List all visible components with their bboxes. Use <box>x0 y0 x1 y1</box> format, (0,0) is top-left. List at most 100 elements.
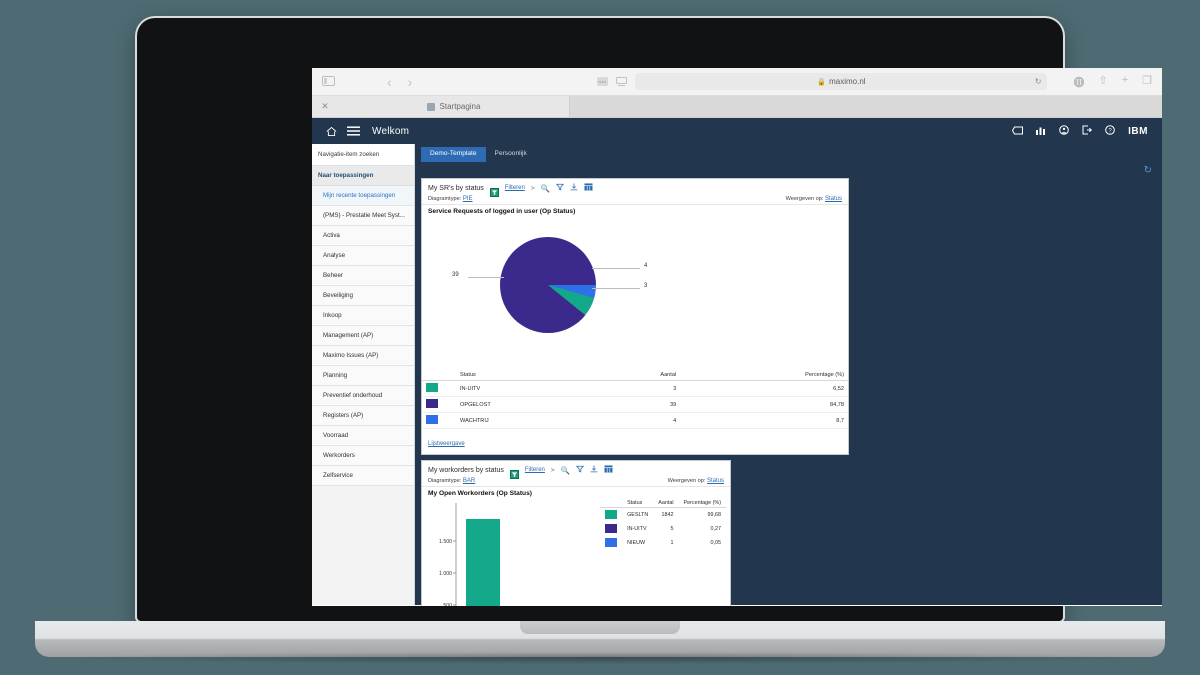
pie-slices <box>500 237 596 333</box>
sidebar-item-beveiliging[interactable]: Beveiliging <box>312 286 414 306</box>
display-by-value[interactable]: Status <box>824 196 842 202</box>
dashboard-tabstrip: Demo-Template Persoonlijk <box>415 144 1162 162</box>
table-view-icon[interactable] <box>584 183 593 193</box>
filter-link[interactable]: Filteren <box>524 467 545 473</box>
diagram-type-label: Diagramtype: <box>428 478 462 484</box>
table-row: IN-UITV 5 0,27 <box>600 522 726 536</box>
forward-arrow-icon[interactable]: › <box>407 73 413 90</box>
refresh-icon[interactable]: ↻ <box>1143 164 1152 176</box>
sidebar-item-pms[interactable]: (PMS) - Prestatie Meet Syst... <box>312 206 414 226</box>
legend-percentage: 99,68 <box>707 512 722 518</box>
panel-title: My workorders by status <box>428 466 504 474</box>
svg-text:1.500: 1.500 <box>439 539 452 545</box>
reload-icon[interactable]: ↻ <box>1034 77 1042 86</box>
browser-tab[interactable]: Startpagina <box>338 96 570 117</box>
download-icon[interactable] <box>590 465 598 475</box>
sidebar-item-zelfservice[interactable]: Zelfservice <box>312 466 414 486</box>
browser-tab-label: Startpagina <box>439 102 481 111</box>
filter-icon[interactable] <box>489 184 499 197</box>
diagram-type-value[interactable]: PIE <box>462 196 473 202</box>
help-icon[interactable]: ? <box>1105 122 1115 140</box>
filter-link[interactable]: Filteren <box>504 185 525 191</box>
tab-demo-template[interactable]: Demo-Template <box>421 147 486 162</box>
display-by-group: Weergeven op: Status <box>668 478 724 484</box>
legend-percentage: 6,52 <box>680 380 848 397</box>
download-icon[interactable] <box>570 183 578 193</box>
legend-percentage: 8,7 <box>680 412 848 429</box>
sidebar-item-analyse[interactable]: Analyse <box>312 246 414 266</box>
display-by-label: Weergeven op: <box>667 478 706 484</box>
address-bar[interactable]: 🔒 maximo.nl ↻ <box>635 73 1048 90</box>
sidebar-item-management[interactable]: Management (AP) <box>312 326 414 346</box>
sign-out-icon[interactable] <box>1082 122 1093 140</box>
sidebar-item-recent[interactable]: Mijn recente toepassingen <box>312 186 414 206</box>
diagram-type-value[interactable]: BAR <box>462 478 476 484</box>
share-icon[interactable]: ⇧ <box>1098 74 1108 87</box>
legend-swatch-cell <box>600 508 622 523</box>
svg-text:500: 500 <box>443 603 452 606</box>
laptop-shadow <box>55 652 1145 664</box>
display-by-value[interactable]: Status <box>706 478 724 484</box>
tab-persoonlijk[interactable]: Persoonlijk <box>494 150 527 158</box>
sidebar-item-planning[interactable]: Planning <box>312 366 414 386</box>
table-row: WACHTRIJ 4 8,7 <box>422 412 848 429</box>
legend-col-status: Status <box>622 499 654 508</box>
legend-swatch-cell <box>422 380 456 397</box>
legend-col-percentage: Percentage (%) <box>678 499 726 508</box>
content-area: Demo-Template Persoonlijk ↻ My SR's by s… <box>415 144 1162 606</box>
pie-label-4: 4 <box>644 263 648 269</box>
bar-legend: Status Aantal Percentage (%) <box>600 499 726 550</box>
legend-swatch-cell <box>422 412 456 429</box>
hamburger-menu-icon[interactable] <box>342 126 364 136</box>
search-icon[interactable]: 🔍 <box>560 465 571 475</box>
legend-swatch <box>426 399 438 408</box>
sidebar-item-voorraad[interactable]: Voorraad <box>312 426 414 446</box>
legend-aantal: 1842 <box>661 512 674 518</box>
legend-percentage: 0,27 <box>710 526 722 532</box>
panel-header: My workorders by status Filteren > 🔍 <box>422 461 730 479</box>
tabs-overview-icon[interactable] <box>597 75 609 88</box>
table-view-icon[interactable] <box>604 465 613 475</box>
sidebar-item-inkoop[interactable]: Inkoop <box>312 306 414 326</box>
filter-icon[interactable] <box>509 466 519 479</box>
legend-status: IN-UITV <box>456 380 595 397</box>
browser-right-icons: ⓫ ⇧ + ❐ <box>1073 74 1152 90</box>
close-tab-icon[interactable]: ✕ <box>321 101 329 111</box>
back-arrow-icon[interactable]: ‹ <box>387 73 392 90</box>
tab-group-icon[interactable]: ❐ <box>1142 74 1152 87</box>
leader-line-top <box>592 268 640 269</box>
legend-aantal: 5 <box>670 526 674 532</box>
sidebar-item-preventief-onderhoud[interactable]: Preventief onderhoud <box>312 386 414 406</box>
table-row: IN-UITV 3 6,52 <box>422 380 848 397</box>
message-icon[interactable] <box>1012 122 1024 140</box>
sidebar-item-beheer[interactable]: Beheer <box>312 266 414 286</box>
sidebar-item-registers[interactable]: Registers (AP) <box>312 406 414 426</box>
search-icon[interactable]: 🔍 <box>540 183 550 193</box>
new-tab-icon[interactable]: + <box>1121 73 1129 86</box>
legend-status: IN-UITV <box>627 526 647 532</box>
nav-section-header[interactable]: Naar toepassingen <box>312 166 414 186</box>
clear-filter-icon[interactable] <box>575 465 585 475</box>
reader-view-icon[interactable] <box>616 75 628 88</box>
leader-line-bottom <box>592 288 640 289</box>
report-chart-icon[interactable] <box>1036 122 1046 140</box>
sidebar-item-maximo-issues[interactable]: Maximo Issues (AP) <box>312 346 414 366</box>
legend-status: GESLTN <box>627 512 649 518</box>
dashboard-toolbar: ↻ <box>415 162 1162 178</box>
chevron-right-icon[interactable]: > <box>550 466 555 474</box>
clear-filter-icon[interactable] <box>555 183 565 193</box>
list-view-link[interactable]: Lijstweergave <box>428 441 465 447</box>
sidebar-item-werkorders[interactable]: Werkorders <box>312 446 414 466</box>
home-icon[interactable] <box>320 126 342 137</box>
download-icon[interactable]: ⓫ <box>1073 76 1085 89</box>
legend-swatch-cell <box>600 522 622 536</box>
nav-search-input[interactable]: Navigatie-item zoeken <box>312 144 414 166</box>
lock-icon: 🔒 <box>817 78 827 86</box>
profile-icon[interactable] <box>1059 122 1069 140</box>
sidebar-toggle-icon[interactable] <box>322 75 335 88</box>
diagram-type-label: Diagramtype: <box>428 196 462 202</box>
bar-chart: 0 500 1.000 1.500 <box>422 497 730 606</box>
sidebar-item-activa[interactable]: Activa <box>312 226 414 246</box>
chevron-right-icon[interactable]: > <box>530 184 535 192</box>
legend-status: WACHTRIJ <box>456 412 595 429</box>
